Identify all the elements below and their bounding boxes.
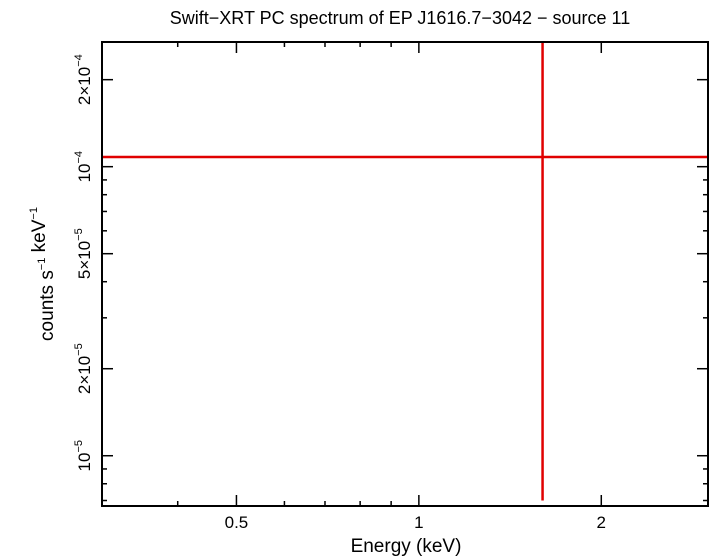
x-axis-label: Energy (keV): [351, 536, 462, 556]
y-tick-label: 10−5: [73, 440, 94, 471]
y-tick-labels: 10−5 2×10−5 5×10−5 10−4 2×10−4: [73, 54, 94, 471]
tick-marks: [101, 42, 709, 506]
y-tick-label: 2×10−4: [73, 54, 94, 105]
y-tick-label: 2×10−5: [73, 343, 94, 394]
y-tick-label: 10−4: [73, 151, 94, 182]
y-axis-label: counts s−1 keV−1: [28, 207, 58, 341]
x-tick-label: 2: [597, 513, 606, 532]
plot-frame: [101, 41, 709, 507]
x-tick-labels: 0.5 1 2: [225, 513, 606, 532]
y-tick-label: 5×10−5: [73, 228, 94, 279]
x-tick-label: 0.5: [225, 513, 249, 532]
chart-title: Swift−XRT PC spectrum of EP J1616.7−3042…: [170, 8, 630, 28]
data-series: [102, 42, 708, 501]
x-tick-label: 1: [414, 513, 423, 532]
